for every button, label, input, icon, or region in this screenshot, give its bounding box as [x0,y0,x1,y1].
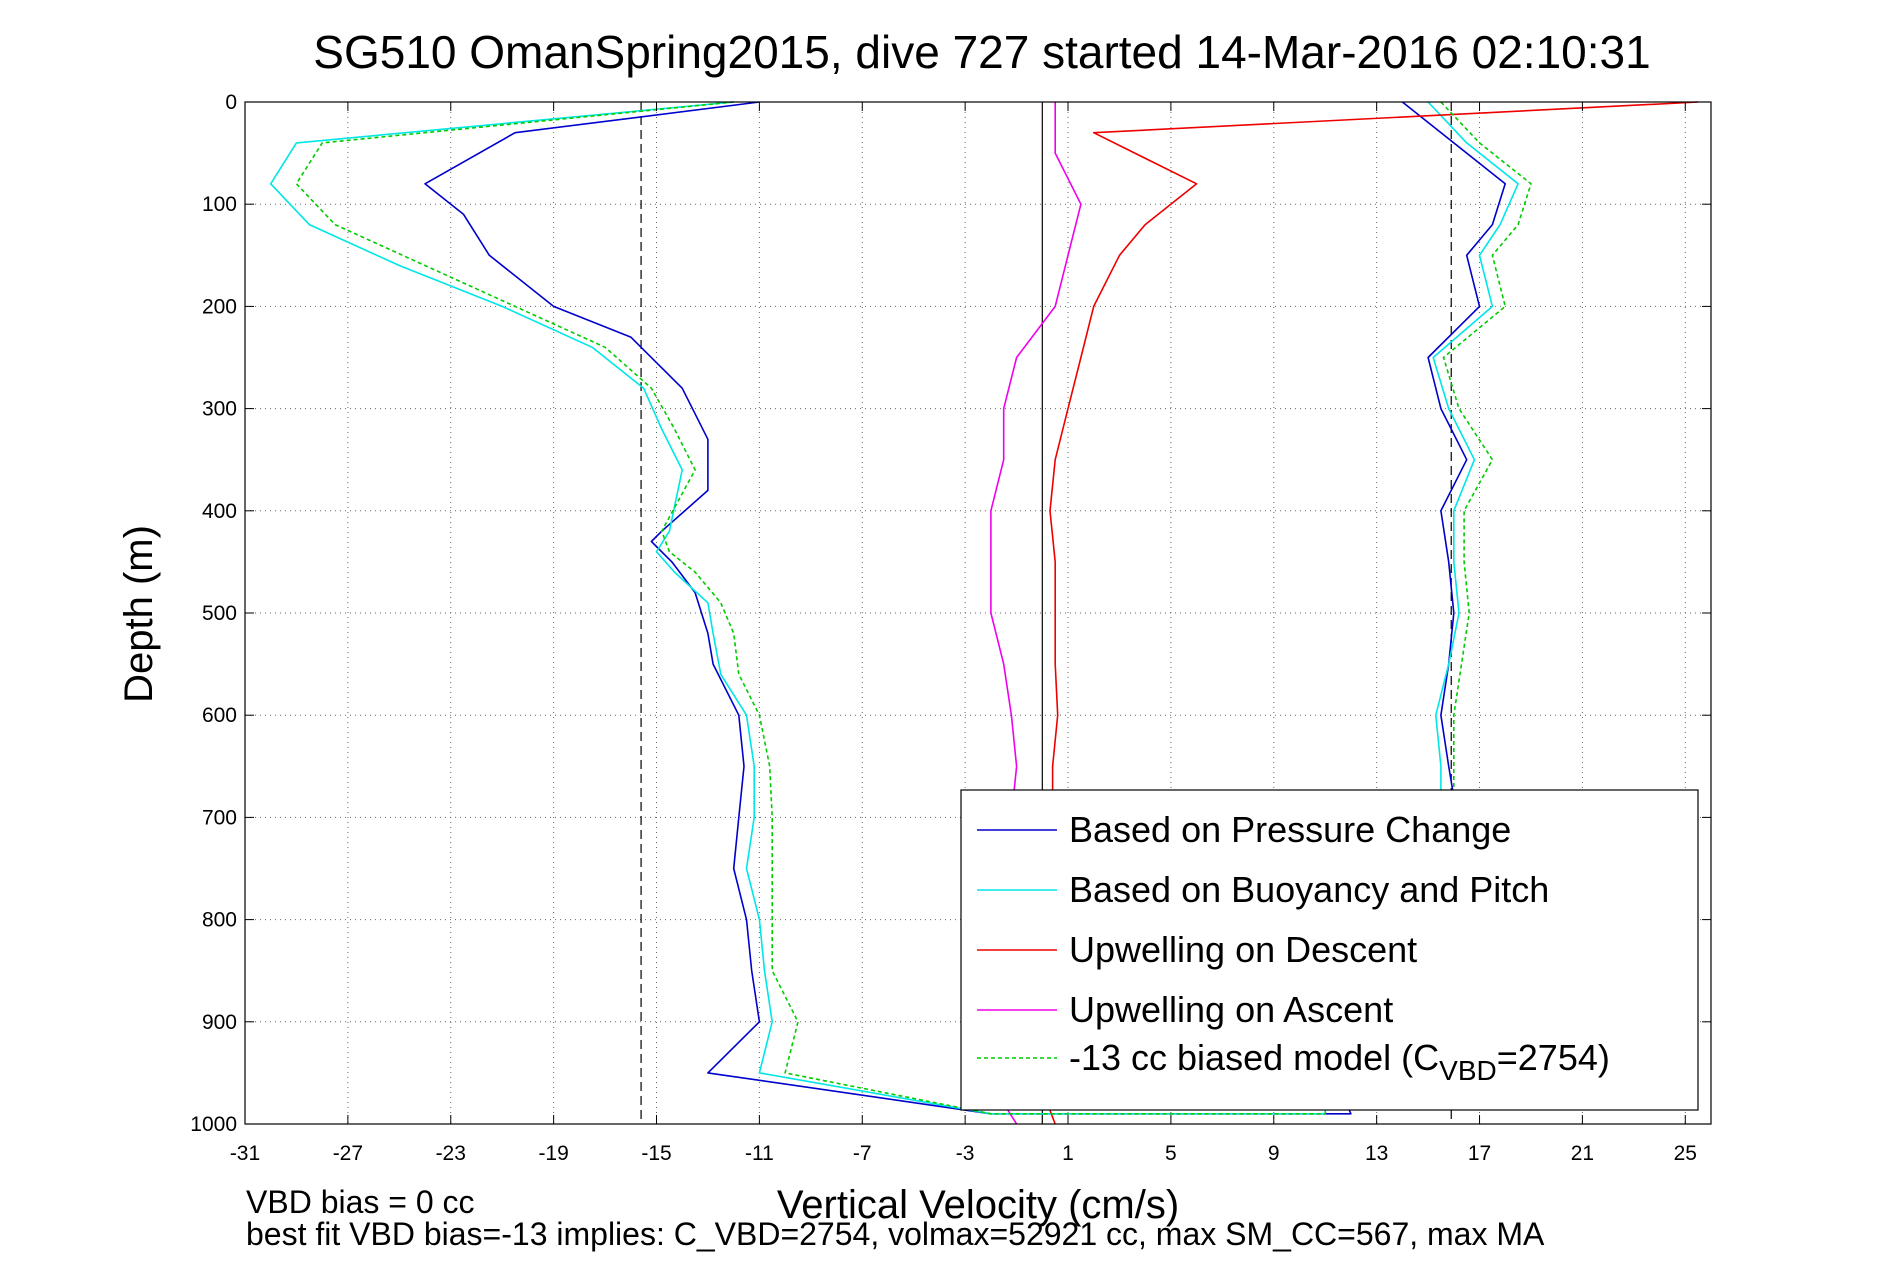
y-tick-label: 700 [202,806,237,829]
x-tick-label: 1 [1062,1142,1074,1165]
x-tick-label: -23 [436,1142,466,1165]
x-tick-label: -7 [853,1142,872,1165]
legend-label: Upwelling on Ascent [1069,989,1393,1030]
legend-label: Upwelling on Descent [1069,929,1417,970]
legend: Based on Pressure Change Based on Buoyanc… [960,789,1699,1111]
y-tick-label: 100 [202,193,237,216]
legend-label: Based on Buoyancy and Pitch [1069,869,1549,910]
y-axis-label: Depth (m) [117,525,161,703]
legend-box [960,789,1699,1111]
y-tick-label: 400 [202,500,237,523]
legend-label: -13 cc biased model (CVBD=2754) [1069,1037,1610,1086]
x-tick-label: -27 [333,1142,363,1165]
y-tick-label: 600 [202,704,237,727]
legend-label: Based on Pressure Change [1069,809,1511,850]
x-tick-label: 9 [1268,1142,1280,1165]
x-axis-label: Vertical Velocity (cm/s) [777,1183,1179,1227]
y-tick-label: 1000 [190,1113,237,1136]
y-tick-label: 500 [202,602,237,625]
annotation-best-fit: best fit VBD bias=-13 implies: C_VBD=275… [246,1216,1545,1252]
x-tick-label: 5 [1165,1142,1177,1165]
chart-title: SG510 OmanSpring2015, dive 727 started 1… [313,26,1650,78]
y-tick-label: 800 [202,909,237,932]
y-tick-label: 0 [225,91,237,114]
x-tick-label: -3 [956,1142,975,1165]
y-tick-label: 900 [202,1011,237,1034]
series-line-5 [295,101,1532,1115]
series-lines [269,101,1699,1125]
x-tick-label: 25 [1674,1142,1697,1165]
x-tick-label: -11 [745,1142,774,1165]
x-tick-label: 21 [1571,1142,1594,1165]
y-tick-label: 200 [202,295,237,318]
x-tick-label: 13 [1365,1142,1388,1165]
x-tick-label: -15 [641,1142,671,1165]
x-tick-label: -19 [538,1142,568,1165]
y-tick-label: 300 [202,398,237,421]
y-axis-ticks: 0 100 200 300 400 500 600 700 800 900 1000 [190,91,1711,1136]
annotation-vbd-bias: VBD bias = 0 cc [246,1184,475,1220]
grid [245,102,1711,1124]
x-tick-label: 17 [1468,1142,1491,1165]
x-axis-ticks: -31 -27 -23 -19 -15 -11 -7 -3 1 5 9 13 17 21 25 [230,102,1697,1165]
x-tick-label: -31 [230,1142,260,1165]
